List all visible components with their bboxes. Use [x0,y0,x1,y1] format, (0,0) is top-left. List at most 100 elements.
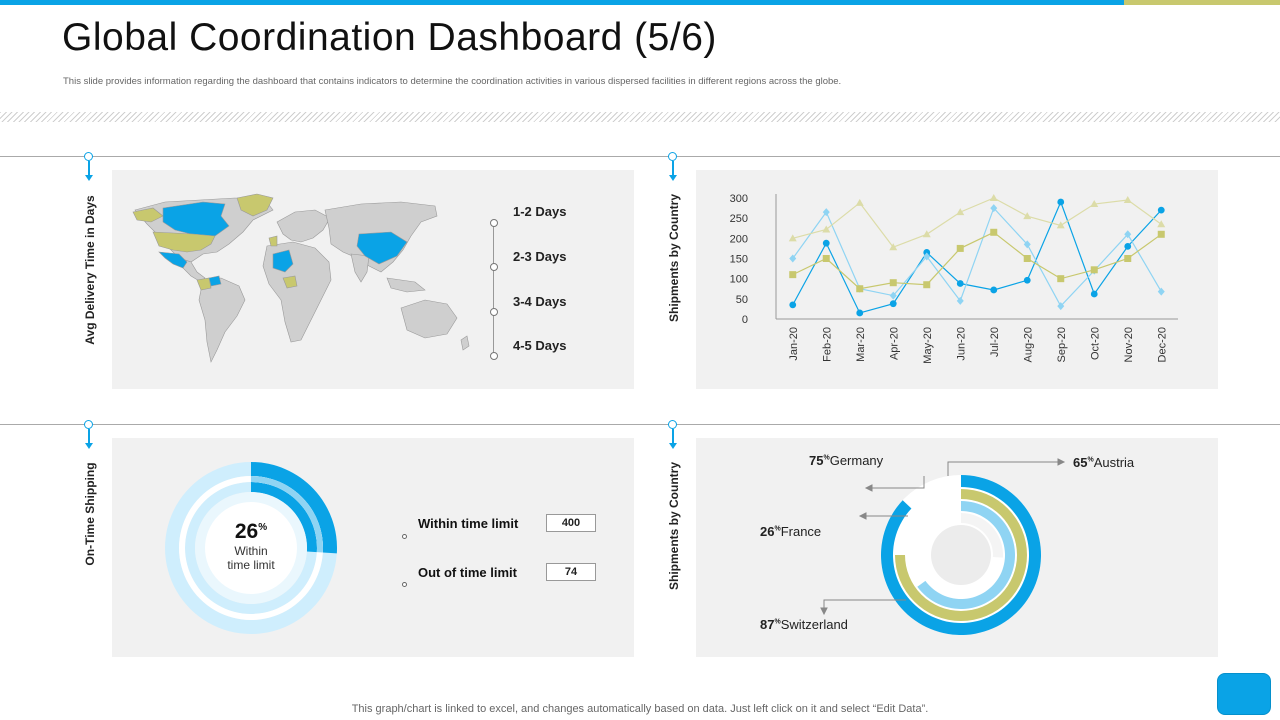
top-accent-bar-secondary [1124,0,1280,5]
data-point [923,252,931,261]
map-australia [400,299,458,339]
top-accent-bar [0,0,1124,5]
map-china [356,231,408,265]
y-tick-label: 250 [730,213,748,225]
section-label-delivery: Avg Delivery Time in Days [83,195,97,345]
data-point [922,230,931,238]
data-point [1157,230,1165,238]
data-point [1057,275,1065,283]
x-tick-label: Nov-20 [1123,327,1135,362]
data-point [1157,206,1165,214]
bullet-dot [402,534,407,539]
data-point [1023,212,1032,220]
x-tick-label: Jun-20 [955,327,967,361]
y-tick-label: 100 [730,274,748,286]
ontime-center-text: 26% Within time limit [212,520,290,572]
y-tick-label: 150 [730,254,748,266]
data-point [1123,196,1132,204]
donut-segment-within-mid [251,476,323,553]
map-new-zealand [460,335,470,351]
data-point [1124,243,1132,250]
section-label-shipments-line: Shipments by Country [667,194,681,323]
delivery-legend-item: 3-4 Days [513,294,567,309]
data-point [1090,290,1098,298]
data-point [1124,230,1132,239]
page-subtitle: This slide provides information regardin… [63,76,842,87]
data-point [788,234,797,242]
data-point [822,225,831,233]
map-greenland [236,193,274,217]
ontime-center-label-2: time limit [227,558,275,572]
y-tick-label: 300 [730,193,748,205]
section-label-ontime: On-Time Shipping [83,462,97,566]
donut-label-switzerland: 87%Switzerland [760,617,848,632]
series-line [792,200,1162,314]
map-europe [276,209,331,243]
series-line [792,231,1162,290]
data-point [1090,200,1099,208]
data-point [1124,255,1132,262]
data-point [889,243,898,251]
data-point [1157,220,1166,228]
series-line [792,197,1162,248]
map-nigeria [282,275,298,289]
map-venezuela [208,275,222,287]
data-point [1023,255,1031,262]
data-point [990,204,998,213]
data-point [789,254,797,263]
out-limit-value: 74 [546,563,596,581]
page-title: Global Coordination Dashboard (5/6) [62,16,717,59]
delivery-legend-item: 1-2 Days [513,204,567,219]
donut-label-france: 26%France [760,524,822,539]
donut-label-austria: 65%Austria [1073,455,1135,470]
x-tick-label: Jan-20 [788,327,800,361]
donut-label-germany: 75%Germany [809,453,884,468]
data-point [1056,221,1065,229]
bullet-dot [402,582,407,587]
corner-action-button[interactable] [1217,673,1271,715]
data-point [923,281,931,289]
data-point [822,255,830,262]
data-point [789,271,797,279]
x-tick-label: Feb-20 [821,327,833,362]
shipments-line-chart[interactable]: 0 50 100 150 200 250 300 Jan-20 Feb-20 Mar-20 Apr-… [696,170,1218,389]
data-point [1057,302,1065,311]
country-donut-center [931,525,991,585]
data-point [789,301,797,309]
donut-leader-lines [820,458,1066,616]
data-point [923,249,931,256]
map-india [350,253,370,283]
data-point [956,244,964,252]
map-mexico [158,251,188,269]
x-tick-label: Aug-20 [1022,327,1034,362]
data-point [990,228,998,236]
map-south-america [198,277,246,363]
donut-segment-within-inner [251,482,317,553]
x-tick-label: May-20 [922,327,934,364]
country-donut-chart[interactable] [880,474,1042,636]
row-divider-top [0,156,1280,157]
data-point [855,198,864,206]
timeline-dot [490,263,498,271]
donut-center-inner [205,502,297,594]
donut-segment-within [251,462,337,554]
shipments-line-panel [696,170,1218,389]
data-point [956,208,965,216]
section-label-shipments-donut: Shipments by Country [667,462,681,591]
data-point [856,285,864,293]
out-limit-label: Out of time limit [418,565,517,580]
map-colombia [196,277,212,291]
x-tick-label: Jul-20 [989,327,1001,357]
map-uk [268,235,278,247]
data-point [822,239,830,247]
ontime-center-label-1: Within [234,544,268,558]
data-point [889,300,897,308]
ontime-donut-chart[interactable] [165,462,337,634]
within-limit-label: Within time limit [418,516,519,531]
world-map[interactable] [125,192,475,364]
y-tick-label: 200 [730,233,748,245]
row-divider-bottom [0,424,1280,425]
delivery-legend-item: 4-5 Days [513,338,567,353]
data-point [856,309,864,317]
within-limit-value: 400 [546,514,596,532]
